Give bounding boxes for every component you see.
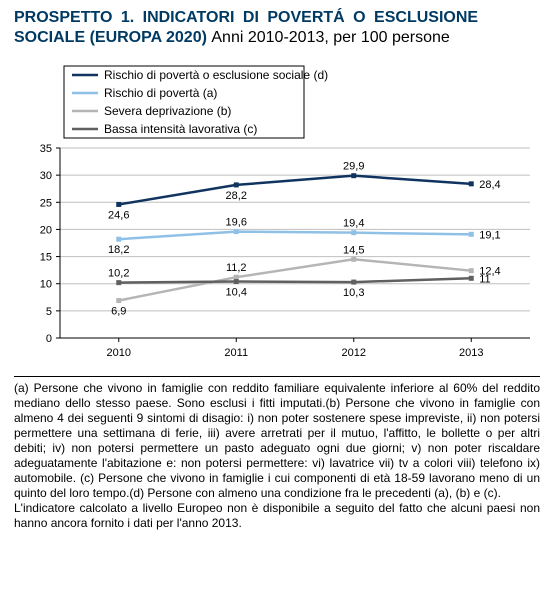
title-block: PROSPETTO 1. INDICATORI DI POVERTÁ O ESC… <box>14 8 540 48</box>
data-label: 29,9 <box>343 161 364 173</box>
y-tick-label: 20 <box>40 224 52 236</box>
series-marker <box>234 275 239 280</box>
legend-label: Severa deprivazione (b) <box>104 104 231 118</box>
x-tick-label: 2011 <box>224 347 248 359</box>
series-marker <box>116 202 121 207</box>
data-label: 28,4 <box>479 179 500 191</box>
y-tick-label: 25 <box>40 197 52 209</box>
series-marker <box>469 276 474 281</box>
y-tick-label: 5 <box>46 306 52 318</box>
series-marker <box>351 257 356 262</box>
series-marker <box>234 182 239 187</box>
legend-label: Bassa intensità lavorativa (c) <box>104 122 257 136</box>
data-label: 18,2 <box>108 244 129 256</box>
footnote-indicator: L'indicatore calcolato a livello Europeo… <box>14 501 540 530</box>
series-marker <box>234 279 239 284</box>
title-subtitle: Anni 2010-2013, per 100 persone <box>211 29 449 46</box>
chart-container: 0 5 10 15 20 25 30 35 2010 2011 2012 2013 24,6 28,2 29… <box>14 60 540 370</box>
data-label: 10,3 <box>343 287 364 299</box>
x-tick-label: 2010 <box>107 347 131 359</box>
data-label: 11 <box>479 273 490 285</box>
series-marker <box>234 229 239 234</box>
x-tick-label: 2013 <box>459 347 483 359</box>
data-label: 10,4 <box>226 287 247 299</box>
line-chart: 0 5 10 15 20 25 30 35 2010 2011 2012 2013 24,6 28,2 29… <box>14 60 540 370</box>
series-marker <box>469 232 474 237</box>
y-tick-label: 30 <box>40 170 52 182</box>
series-marker <box>116 237 121 242</box>
data-label: 19,4 <box>343 218 364 230</box>
y-tick-label: 10 <box>40 279 52 291</box>
series-marker <box>351 173 356 178</box>
y-tick-label: 0 <box>46 333 52 345</box>
series-marker <box>469 181 474 186</box>
data-label: 24,6 <box>108 209 129 221</box>
y-tick-label: 35 <box>40 143 52 155</box>
data-label: 6,9 <box>111 306 126 318</box>
page: PROSPETTO 1. INDICATORI DI POVERTÁ O ESC… <box>0 0 554 545</box>
data-label: 19,1 <box>479 229 500 241</box>
data-label: 11,2 <box>226 262 247 274</box>
footnote-a-d: (a) Persone che vivono in famiglie con r… <box>14 381 540 500</box>
series-marker <box>116 298 121 303</box>
title-line-2: SOCIALE (EUROPA 2020) Anni 2010-2013, pe… <box>14 28 540 48</box>
data-label: 28,2 <box>226 190 247 202</box>
series-marker <box>351 230 356 235</box>
data-label: 19,6 <box>226 217 247 229</box>
x-tick-label: 2012 <box>342 347 366 359</box>
legend-label: Rischio di povertà o esclusione sociale … <box>104 68 328 82</box>
title-prefix: SOCIALE (EUROPA 2020) <box>14 29 211 46</box>
series-marker <box>351 280 356 285</box>
legend-label: Rischio di povertà (a) <box>104 86 217 100</box>
series-marker <box>469 268 474 273</box>
series-marker <box>116 280 121 285</box>
y-tick-label: 15 <box>40 252 52 264</box>
title-line-1: PROSPETTO 1. INDICATORI DI POVERTÁ O ESC… <box>14 8 540 28</box>
data-label: 10,2 <box>108 268 129 280</box>
data-label: 14,5 <box>343 244 364 256</box>
footnotes: (a) Persone che vivono in famiglie con r… <box>14 376 540 531</box>
